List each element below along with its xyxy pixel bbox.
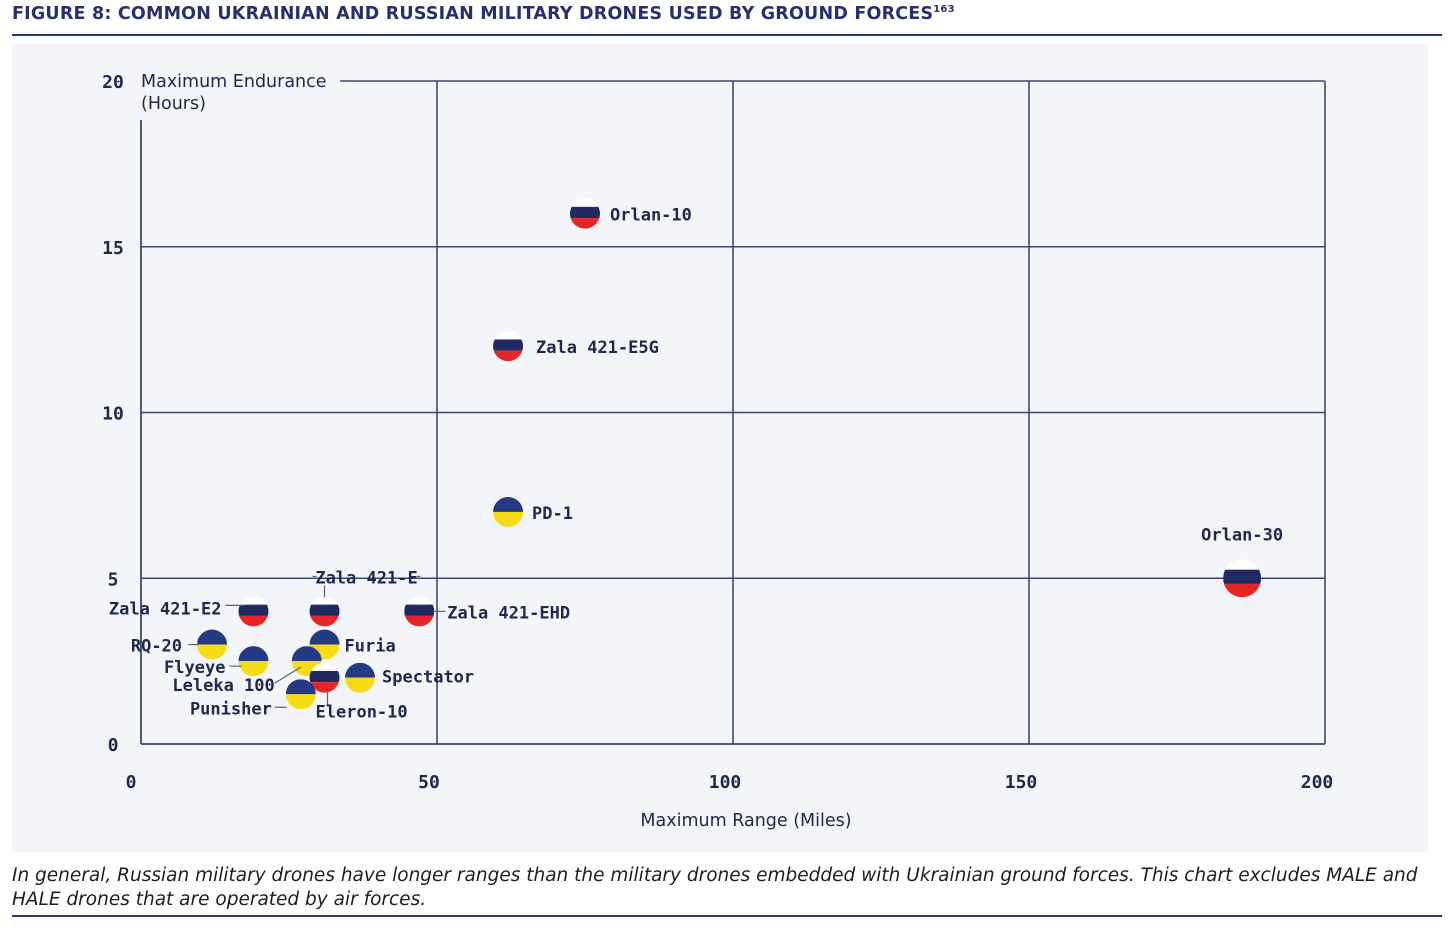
data-points [197,198,1262,710]
point-labels: Orlan-10 Zala 421-E5G PD-1 Orlan-30 Zala 421… [109,206,1283,723]
chart-panel [12,44,1428,852]
x-tick-label-50: 50 [418,772,440,793]
label-flyeye: Flyeye [164,658,225,678]
x-tick-label-200: 200 [1301,772,1334,793]
point-zala-421-e [309,596,340,627]
axes [140,120,1325,745]
y-tick-label-10: 10 [102,404,124,425]
grid-lines [141,80,1326,744]
point-eleron-10 [309,662,340,693]
label-orlan-30: Orlan-30 [1201,525,1283,545]
point-orlan-30 [1223,559,1262,598]
footnote-ref: 163 [933,4,955,16]
point-spectator [345,662,376,693]
leader-line-leleka-100 [274,666,302,684]
y-axis-label-line-1: Maximum Endurance [141,72,327,92]
label-leleka-100: Leleka 100 [172,676,274,696]
label-zala-421-e2: Zala 421-E2 [109,599,222,619]
y-tick-label-15: 15 [102,238,124,259]
label-pd-1: PD-1 [532,504,573,524]
point-zala-421-e2 [238,596,269,627]
label-punisher: Punisher [190,699,272,719]
y-tick-label-0: 0 [108,735,119,756]
x-tick-label-0: 0 [126,772,137,793]
label-zala-421-e: Zala 421-E [315,568,417,588]
point-pd-1 [493,496,524,527]
label-spectator: Spectator [382,668,474,688]
y-tick-label-5: 5 [108,569,119,590]
figure-title: FIGURE 8: COMMON UKRAINIAN AND RUSSIAN M… [12,4,955,24]
point-zala-421-e5g [493,331,524,362]
point-flyeye [238,646,269,677]
label-rq-20: RQ-20 [131,637,182,657]
point-punisher [285,679,316,710]
x-tick-label-150: 150 [1005,772,1038,793]
y-axis-label-line-2: (Hours) [141,94,206,114]
point-rq-20 [197,629,228,660]
point-zala-421-ehd [404,596,435,627]
x-axis-label: Maximum Range (Miles) [640,811,851,831]
label-orlan-10: Orlan-10 [610,206,692,226]
figure-title-text: FIGURE 8: COMMON UKRAINIAN AND RUSSIAN M… [12,4,934,24]
figure-caption: In general, Russian military drones have… [12,865,1418,910]
bottom-divider [12,915,1442,917]
label-furia: Furia [345,637,396,657]
label-zala-421-ehd: Zala 421-EHD [447,603,570,623]
y-tick-label-20: 20 [102,72,124,93]
x-tick-label-100: 100 [709,772,742,793]
top-divider [12,34,1442,36]
label-eleron-10: Eleron-10 [316,703,408,723]
label-zala-421-e5g: Zala 421-E5G [536,338,659,358]
point-orlan-10 [570,198,600,229]
